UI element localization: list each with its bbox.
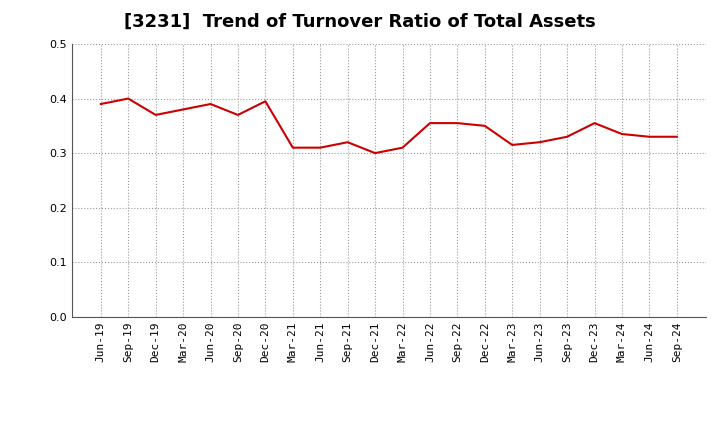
Text: [3231]  Trend of Turnover Ratio of Total Assets: [3231] Trend of Turnover Ratio of Total … xyxy=(124,13,596,31)
